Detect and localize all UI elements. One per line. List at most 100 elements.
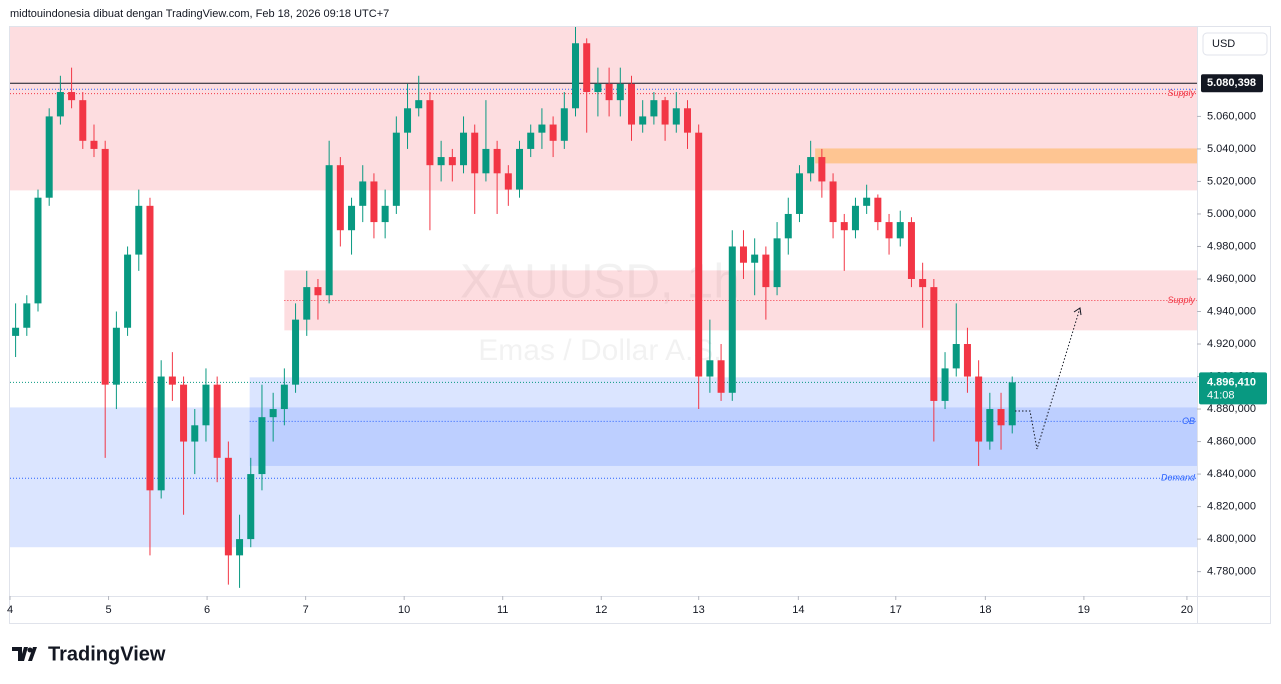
zone [10,407,1197,548]
candle-body [157,376,165,491]
x-tick-label: 6 [204,604,210,616]
candle-body [314,287,322,296]
logo-text: TradingView [48,643,166,665]
candle-body [292,319,300,385]
candle-body [392,132,400,206]
x-tick-label: 17 [890,604,902,616]
countdown: 41:08 [1207,389,1235,401]
candle-body [370,181,378,223]
candle-body [504,173,512,190]
candle-body [997,409,1005,426]
candle-body [45,116,53,198]
x-tick-label: 13 [693,604,705,616]
candle-body [907,222,915,279]
candle-body [616,83,624,101]
candle-body [269,409,277,418]
candle-body [639,116,647,125]
x-tick-label: 12 [595,604,607,616]
candle-body [751,254,759,263]
price-line-label: 5.080,398 [1207,77,1256,89]
candle-body [247,474,255,540]
candle-body [437,157,445,166]
candle-body [672,108,680,125]
candle-body [359,181,367,206]
zone-label: OB [1182,416,1195,426]
candle-body [986,409,994,442]
candle-body [683,108,691,133]
watermark: XAUUSD, 1h [460,256,740,309]
candle-body [135,205,143,255]
zone [10,27,1197,191]
plot: XAUUSD, 1h Emas / Dollar A.S. Supply Supply… [10,27,1197,588]
candle-body [975,376,983,442]
currency-box[interactable] [1202,32,1268,56]
y-tick-label: 4.880,000 [1207,403,1256,415]
candle-body [426,100,434,166]
y-tick-label: 4.940,000 [1207,305,1256,317]
x-tick-label: 7 [303,604,309,616]
zone [815,148,1197,164]
y-tick-label: 4.780,000 [1207,566,1256,578]
candle-body [482,148,490,174]
candle-body [68,92,76,101]
candle-body [851,205,859,231]
candle-body [874,197,882,223]
candle-body [34,197,42,304]
candle-body [101,148,109,385]
candle-body [415,100,423,109]
candle-body [258,417,266,475]
candle-body [527,132,535,149]
candle-body [795,173,803,214]
x-tick-label: 18 [979,604,991,616]
candle-body [12,327,20,336]
candle-body [124,254,132,328]
candle-body [303,287,311,320]
candle-body [404,108,412,133]
x-tick-label: 14 [792,604,804,616]
candle-body [448,157,456,166]
watermark: Emas / Dollar A.S. [478,334,721,367]
candle-body [863,197,871,206]
candle-body [919,278,927,288]
candle-body [784,213,792,239]
candle-body [963,344,971,377]
candle-body [280,384,288,410]
candle-body [952,344,960,369]
zone-label: Demand [1161,473,1196,483]
candle-body [773,238,781,288]
y-tick-label: 4.920,000 [1207,338,1256,350]
candle-body [829,181,837,223]
logo-icon [28,647,37,661]
x-tick-label: 19 [1078,604,1090,616]
candle-body [728,246,736,393]
candle-body [493,148,501,174]
y-tick-label: 4.840,000 [1207,468,1256,480]
candle-body [885,222,893,239]
candle-body [560,108,568,141]
candle-body [762,254,770,288]
y-tick-label: 4.960,000 [1207,273,1256,285]
candle-body [930,287,938,401]
x-tick-label: 5 [105,604,111,616]
candle-body [818,157,826,182]
y-tick-label: 5.020,000 [1207,175,1256,187]
y-tick-label: 4.860,000 [1207,435,1256,447]
candle-body [706,360,714,377]
projection-arrowhead [1073,307,1082,316]
logo [12,647,37,661]
candle-body [583,43,591,93]
candle-body [807,157,815,174]
candle-body [538,124,546,133]
candle-body [213,384,221,458]
y-tick-label: 5.040,000 [1207,143,1256,155]
candle-body [381,205,389,223]
header-caption: midtouindonesia dibuat dengan TradingVie… [10,8,389,20]
candle-body [56,92,64,117]
candle-body [650,100,658,117]
candle-body [627,83,635,125]
candle-body [325,165,333,296]
candle-body [224,457,232,556]
candle-body [516,148,524,190]
candle-body [168,376,176,385]
y-tick-label: 4.800,000 [1207,533,1256,545]
